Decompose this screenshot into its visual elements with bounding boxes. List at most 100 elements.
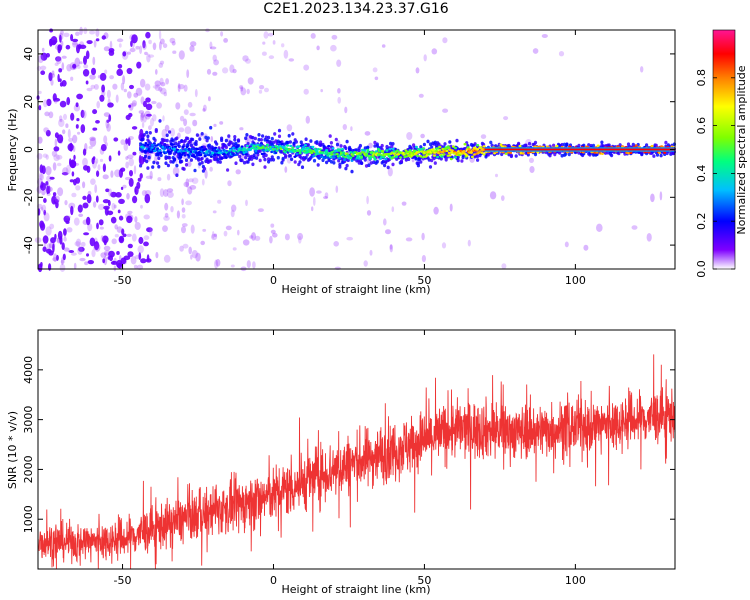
spectrogram-noise-blob [252,261,256,269]
spectrogram-noise-blob [134,189,138,193]
ridge-core [301,145,305,149]
spectrogram-noise-blob [132,195,138,204]
spectrogram-noise-blob [175,102,181,110]
ridge-core [222,152,226,156]
ridge-halo [369,161,373,165]
spectrogram-noise-blob [53,199,59,204]
ridge-core [596,144,600,147]
ridge-core [476,148,480,151]
spectrogram-noise-blob [227,136,231,142]
spectrogram-noise-blob [209,41,213,49]
ridge-halo [366,145,370,150]
spectrogram-noise-blob [258,89,263,94]
spectrogram-noise-blob [75,124,79,129]
ridge-halo [145,130,149,135]
ridge-core [273,147,277,151]
ridge-halo [171,139,175,143]
spectrogram-noise-blob [54,132,59,139]
ridge-core [317,157,321,160]
spectrogram-noise-blob [45,129,51,137]
spectrogram-noise-blob [143,241,149,247]
spectrogram-noise-blob [116,68,123,76]
ridge-halo [299,140,303,144]
ridge-core [193,155,196,158]
spectrogram-noise-blob [143,235,150,241]
ridge-halo [240,158,244,163]
spectrogram-noise-blob [106,119,110,124]
spectrogram-noise-blob [650,193,655,203]
spectrogram-noise-blob [115,192,122,198]
ridge-halo [375,142,379,146]
ridge-halo [414,156,418,161]
spectrogram-noise-blob [152,42,157,51]
ridge-core [438,145,442,149]
spectrogram-noise-blob [51,150,58,157]
spectrogram-noise-blob [77,246,83,255]
ridge-core [465,148,469,151]
ridge-halo [395,157,399,161]
ridge-halo [252,153,256,157]
ridge-core [179,155,183,159]
spectrogram-noise-blob [333,241,340,247]
spectrogram-noise-blob [148,125,152,131]
spectrogram-noise-blob [110,170,114,178]
spectrogram-noise-blob [83,55,87,65]
ridge-halo [198,162,202,166]
x-tick-label: 100 [565,274,586,287]
spectrogram-noise-blob [65,215,71,219]
ridge-halo [189,158,193,162]
spectrogram-noise-blob [118,215,124,221]
ridge-halo [346,158,350,162]
spectrogram-noise-blob [73,154,76,161]
spectrogram-noise-blob [82,110,87,119]
ridge-halo [286,140,290,145]
ridge-core [555,144,559,148]
spectrogram-noise-blob [181,198,184,206]
ridge-core [144,142,148,145]
ridge-halo [251,135,255,140]
ridge-halo [312,158,317,163]
ridge-halo [226,168,230,172]
spectrogram-noise-blob [181,226,186,234]
y-tick-label: 2000 [22,455,35,483]
ridge-halo [221,145,225,150]
spectrogram-noise-blob [138,236,144,245]
spectrogram-noise-blob [109,75,114,80]
spectrogram-noise-blob [50,79,54,86]
spectrogram-noise-blob [41,189,46,196]
spectrogram-noise-blob [41,47,45,52]
spectrogram-noise-blob [115,94,119,103]
spectrogram-xlabel: Height of straight line (km) [281,283,430,296]
spectrogram-noise-blob [182,243,189,249]
ridge-halo [335,142,340,147]
spectrogram-noise-blob [54,62,59,66]
spectrogram-noise-blob [212,54,217,62]
spectrogram-noise-blob [122,51,127,57]
ridge-halo [426,139,430,144]
spectrogram-noise-blob [103,112,110,117]
spectrogram-noise-blob [261,51,267,56]
spectrogram-noise-blob [303,88,309,95]
spectrogram-noise-blob [91,67,96,76]
spectrogram-noise-blob [170,206,174,213]
ridge-core [315,150,319,153]
spectrogram-noise-blob [110,191,117,198]
spectrogram-noise-blob [189,112,196,117]
spectrogram-noise-blob [206,68,212,75]
ridge-halo [205,157,209,162]
spectrogram-noise-blob [79,26,83,36]
ridge-halo [142,158,146,163]
spectrogram-noise-blob [154,80,161,87]
spectrogram-noise-blob [82,181,86,189]
ridge-core [629,151,633,155]
ridge-core [275,149,279,152]
spectrogram-noise-blob [66,164,71,175]
spectrogram-noise-blob [441,242,447,249]
spectrogram-noise-blob [40,70,46,75]
spectrogram-noise-blob [79,61,83,65]
spectrogram-noise-blob [78,246,85,252]
spectrogram-noise-blob [149,170,153,180]
spectrogram-noise-blob [95,195,99,203]
spectrogram-noise-blob [212,231,215,239]
ridge-core [436,155,440,159]
